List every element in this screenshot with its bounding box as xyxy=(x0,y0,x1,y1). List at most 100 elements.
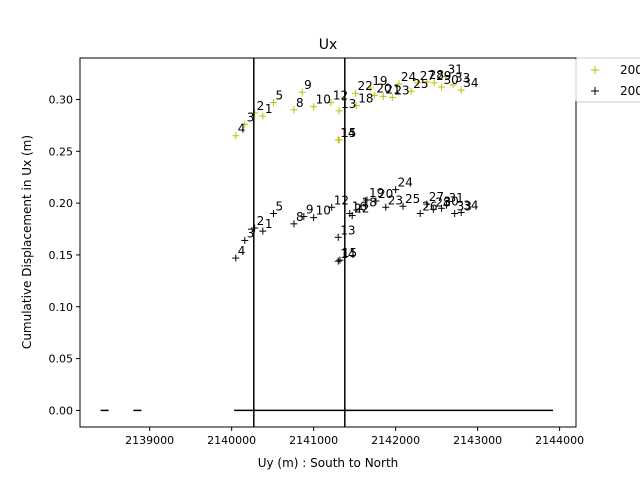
data-point-label: 25 xyxy=(405,192,420,206)
data-point xyxy=(429,205,437,213)
data-point-label: 2 xyxy=(257,99,265,113)
data-point-label: 10 xyxy=(316,204,331,218)
data-point xyxy=(438,83,446,91)
data-point xyxy=(352,102,360,110)
data-point xyxy=(414,79,422,87)
data-point-label: 24 xyxy=(401,70,416,84)
data-point-label: 18 xyxy=(362,195,377,209)
data-point-label: 23 xyxy=(388,193,403,207)
legend: 200 200 xyxy=(575,57,640,103)
legend-marker xyxy=(591,87,599,95)
data-point xyxy=(442,73,450,81)
data-point-label: 23 xyxy=(394,83,409,97)
data-point-label: 15 xyxy=(341,126,356,140)
data-point-label: 10 xyxy=(316,93,331,107)
data-point xyxy=(334,257,342,265)
data-point xyxy=(300,213,308,221)
data-point xyxy=(399,202,407,210)
data-point-label: 20 xyxy=(376,81,391,95)
data-point-label: 31 xyxy=(448,63,463,77)
data-point-label: 14 xyxy=(340,126,355,140)
data-point-label: 15 xyxy=(342,246,357,260)
chart-title: Ux xyxy=(319,37,338,53)
data-point-label: 2 xyxy=(257,214,265,228)
data-point xyxy=(310,103,318,111)
data-point xyxy=(363,196,371,204)
data-point-label: 5 xyxy=(275,199,283,213)
data-point-label: 12 xyxy=(333,89,348,103)
data-point xyxy=(290,220,298,228)
data-point xyxy=(451,209,459,217)
data-point-label: 1 xyxy=(265,102,273,116)
y-tick-label: 0.00 xyxy=(49,404,74,417)
data-point-label: 34 xyxy=(463,76,478,90)
legend-entry: 200 xyxy=(620,84,640,98)
x-tick-label: 2141000 xyxy=(289,434,338,447)
data-point xyxy=(438,204,446,212)
data-point-label: 4 xyxy=(238,122,246,136)
data-point-label: 9 xyxy=(304,78,312,92)
reference-lines xyxy=(100,58,554,427)
plot-border xyxy=(79,57,577,428)
data-point-label: 16 xyxy=(352,199,367,213)
data-point-label: 31 xyxy=(448,191,463,205)
legend-entry: 200 xyxy=(620,63,640,77)
data-point xyxy=(423,200,431,208)
data-point-label: 19 xyxy=(372,74,387,88)
data-point xyxy=(251,224,259,232)
y-tick-label: 0.25 xyxy=(49,145,74,158)
x-axis-label: Uy (m) : South to North xyxy=(258,456,399,470)
data-point xyxy=(259,227,267,235)
data-point-label: 13 xyxy=(341,97,356,111)
data-point-label: 21 xyxy=(385,82,400,96)
data-point-label: 12 xyxy=(334,193,349,207)
data-point xyxy=(310,214,318,222)
data-point-label: 4 xyxy=(238,244,246,258)
data-point xyxy=(232,254,240,262)
data-point xyxy=(379,92,387,100)
data-point-label: 33 xyxy=(455,71,470,85)
data-point xyxy=(251,109,259,117)
data-point xyxy=(366,84,374,92)
data-point xyxy=(298,88,306,96)
data-point-label: 5 xyxy=(275,89,283,103)
data-point-label: 1 xyxy=(265,217,273,231)
data-point-label: 9 xyxy=(306,203,314,217)
y-tick-label: 0.15 xyxy=(49,249,74,262)
data-point xyxy=(457,208,465,216)
x-tick-label: 2143000 xyxy=(453,434,502,447)
data-point xyxy=(392,186,400,194)
y-axis: 0.00 0.05 0.10 0.15 0.20 0.25 0.30 xyxy=(49,93,80,417)
data-point-label: 19 xyxy=(369,186,384,200)
data-point xyxy=(259,112,267,120)
data-point xyxy=(388,93,396,101)
x-tick-label: 2139000 xyxy=(125,434,174,447)
data-point-label: 27 xyxy=(420,69,435,83)
data-point-label: 30 xyxy=(444,194,459,208)
y-tick-label: 0.20 xyxy=(49,197,74,210)
data-point xyxy=(370,91,378,99)
data-point xyxy=(336,256,344,264)
data-point xyxy=(351,89,359,97)
y-tick-label: 0.05 xyxy=(49,353,74,366)
x-tick-label: 2144000 xyxy=(535,434,584,447)
x-tick-label: 2142000 xyxy=(371,434,420,447)
data-point xyxy=(382,203,390,211)
data-point xyxy=(269,99,277,107)
data-point xyxy=(232,132,240,140)
y-tick-label: 0.10 xyxy=(49,301,74,314)
data-point xyxy=(407,87,415,95)
data-point xyxy=(335,107,343,115)
data-point-label: 20 xyxy=(378,187,393,201)
data-point xyxy=(327,99,335,107)
data-point xyxy=(442,201,450,209)
data-point-label: 28 xyxy=(429,68,444,82)
data-point-label: 25 xyxy=(413,77,428,91)
data-point-label: 18 xyxy=(358,92,373,106)
data-point xyxy=(372,197,380,205)
data-point-label: 33 xyxy=(457,199,472,213)
x-tick-label: 2140000 xyxy=(207,434,256,447)
